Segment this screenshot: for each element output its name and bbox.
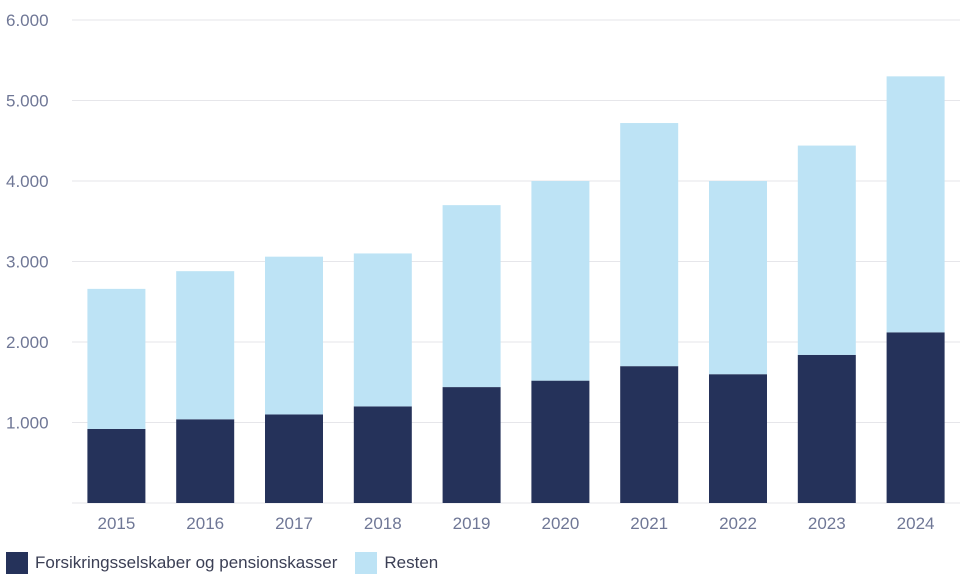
x-tick-label: 2021 <box>630 514 668 533</box>
x-tick-label: 2022 <box>719 514 757 533</box>
legend-swatch-dark <box>6 552 28 574</box>
stacked-bar-chart: 1.000 2.000 3.000 4.000 5.000 6.000 2015 2016 20… <box>6 11 960 533</box>
legend-item-forsikring: Forsikringsselskaber og pensionskasser <box>6 552 337 574</box>
legend-item-resten: Resten <box>355 552 438 574</box>
bar-segment-resten <box>353 253 412 407</box>
y-tick-label: 5.000 <box>6 92 49 111</box>
bar-segment-resten <box>176 271 235 420</box>
legend-label-forsikring: Forsikringsselskaber og pensionskasser <box>35 553 338 572</box>
y-tick-label: 4.000 <box>6 172 49 191</box>
bar-segment-resten <box>797 145 856 355</box>
bar-segment-forsikring <box>176 419 235 503</box>
bar-segment-forsikring <box>353 406 412 503</box>
bar-segment-forsikring <box>709 374 767 503</box>
y-tick-label: 3.000 <box>6 253 49 272</box>
bar-segment-resten <box>87 288 146 429</box>
bar-segment-forsikring <box>620 366 679 503</box>
y-tick-label: 6.000 <box>6 11 49 30</box>
legend-label-resten: Resten <box>384 553 439 572</box>
x-tick-label: 2023 <box>808 514 846 533</box>
bar-segment-resten <box>442 205 501 388</box>
y-tick-label: 2.000 <box>6 333 49 352</box>
bar-segment-forsikring <box>886 332 945 503</box>
x-tick-label: 2016 <box>186 514 224 533</box>
y-tick-label: 1.000 <box>6 414 49 433</box>
x-tick-label: 2024 <box>897 514 935 533</box>
x-tick-label: 2019 <box>453 514 491 533</box>
bar-segment-forsikring <box>265 414 323 503</box>
bar-segment-forsikring <box>531 380 590 503</box>
bar-segment-resten <box>709 181 767 375</box>
bar-segment-resten <box>531 181 590 381</box>
bar-segment-resten <box>265 256 323 415</box>
bar-segment-forsikring <box>442 387 501 503</box>
x-tick-label: 2015 <box>97 514 135 533</box>
bar-segment-resten <box>620 123 679 367</box>
bar-segment-forsikring <box>87 428 146 503</box>
legend: Forsikringsselskaber og pensionskasser R… <box>6 552 450 574</box>
x-tick-label: 2020 <box>541 514 579 533</box>
legend-swatch-light <box>355 552 378 574</box>
bar-segment-resten <box>886 76 945 333</box>
x-tick-label: 2017 <box>275 514 313 533</box>
bar-segment-forsikring <box>797 354 856 503</box>
x-tick-label: 2018 <box>364 514 402 533</box>
